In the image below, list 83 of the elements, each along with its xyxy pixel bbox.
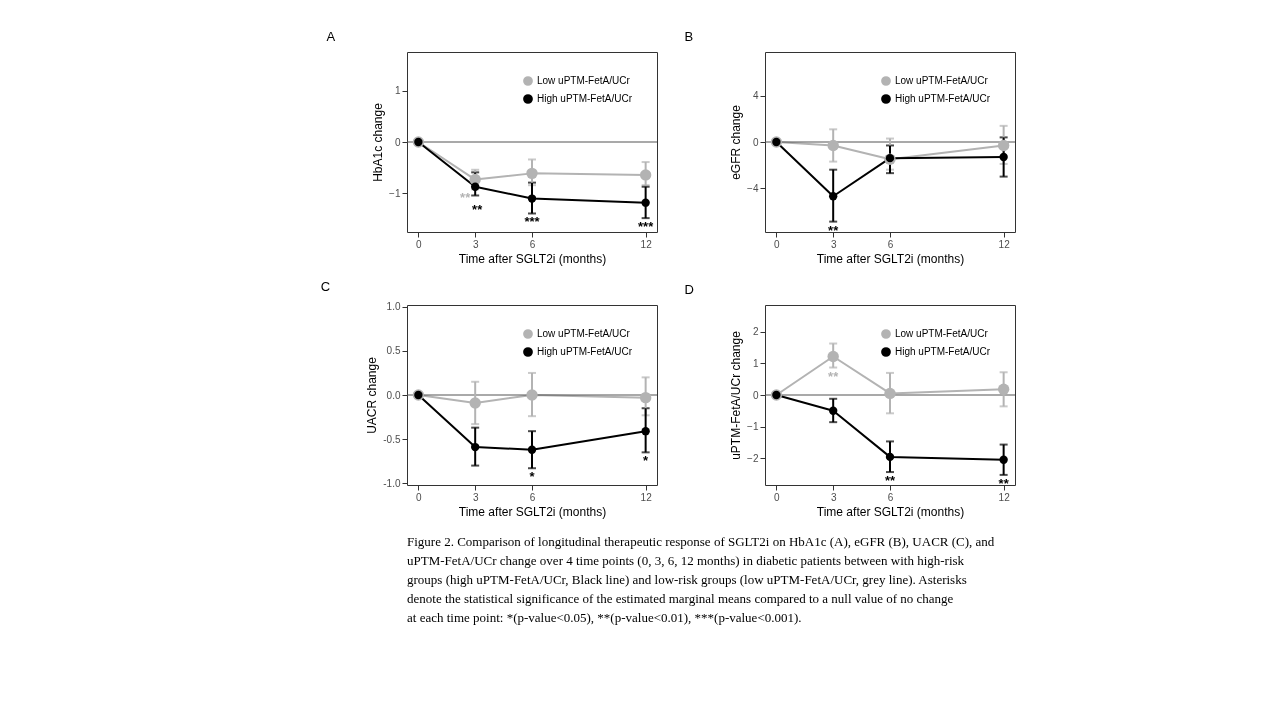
chart-title: A bbox=[326, 29, 336, 44]
legend-label: High uPTM-FetA/UCr bbox=[895, 346, 991, 357]
y-tick-label: 0 bbox=[394, 136, 401, 148]
annotation: ** bbox=[884, 473, 896, 489]
y-tick-label: 2 bbox=[752, 326, 759, 338]
point bbox=[526, 389, 538, 401]
point bbox=[526, 167, 538, 180]
legend-label: High uPTM-FetA/UCr bbox=[537, 93, 633, 104]
x-tick-label: 0 bbox=[774, 238, 781, 250]
x-tick-label: 12 bbox=[640, 238, 653, 250]
x-tick-label: 3 bbox=[472, 238, 479, 250]
point bbox=[829, 192, 838, 201]
point bbox=[827, 139, 839, 152]
point bbox=[884, 387, 896, 400]
caption: Figure 2. Comparison of longitudinal therapeutic response of SGLT2i on HbA1c (A), eGFR (B), UACR (C), and uPTM-FetA/UCr change over 4 time points (0, 3, 6, 12 months) in diabetic patients between with high-risk groups (high uPTM-FetA/UCr, Black line) and low-risk groups (low uPTM-FetA/UCr, grey line). Asterisks denote the statistical significance of the estimated marginal means compared to a null value of no change at each time point: *(p-value<0.05), **(p-value<0.01), ***(p-value<0.001). bbox=[407, 534, 995, 625]
x-tick-label: 0 bbox=[416, 491, 423, 503]
legend-label: Low uPTM-FetA/UCr bbox=[895, 75, 989, 86]
point bbox=[639, 391, 652, 404]
x-axis-title: Time after SGLT2i (months) bbox=[458, 504, 607, 519]
y-tick-label: −4 bbox=[747, 182, 759, 194]
annotation: *** bbox=[638, 219, 655, 235]
x-tick-label: 6 bbox=[887, 491, 894, 503]
point bbox=[469, 397, 481, 409]
y-tick-label: 1 bbox=[394, 85, 401, 97]
chart-title: D bbox=[684, 282, 694, 297]
x-tick-label: 0 bbox=[416, 238, 423, 250]
y-axis-title: uPTM-FetA/UCr change bbox=[729, 330, 744, 460]
annotation: ** bbox=[828, 368, 840, 384]
point bbox=[999, 152, 1008, 162]
x-tick-label: 6 bbox=[529, 491, 536, 503]
point bbox=[827, 350, 839, 363]
x-tick-label: 12 bbox=[998, 238, 1011, 250]
legend-label: High uPTM-FetA/UCr bbox=[537, 346, 633, 357]
annotation: ** bbox=[472, 202, 484, 218]
legend-label: Low uPTM-FetA/UCr bbox=[537, 328, 631, 339]
point bbox=[641, 198, 650, 207]
x-axis-title: Time after SGLT2i (months) bbox=[458, 251, 607, 266]
point bbox=[641, 427, 650, 436]
y-tick-label: 1 bbox=[752, 357, 759, 369]
x-tick-label: 12 bbox=[998, 491, 1011, 503]
chart-title: C bbox=[320, 278, 331, 294]
annotation: ** bbox=[828, 222, 840, 238]
x-tick-label: 3 bbox=[830, 491, 837, 503]
y-tick-label: −1 bbox=[389, 187, 401, 199]
y-tick-label: -1.0 bbox=[383, 477, 401, 489]
y-tick-label: −2 bbox=[747, 452, 759, 464]
y-tick-label: 0 bbox=[752, 389, 759, 401]
point bbox=[997, 139, 1010, 152]
y-tick-label: −1 bbox=[747, 421, 759, 433]
legend-label: High uPTM-FetA/UCr bbox=[895, 93, 991, 104]
y-tick-label: 1.0 bbox=[386, 301, 401, 313]
x-tick-label: 12 bbox=[640, 491, 653, 503]
point bbox=[829, 406, 838, 415]
point bbox=[639, 169, 652, 181]
x-tick-label: 3 bbox=[830, 238, 837, 250]
x-tick-label: 6 bbox=[887, 238, 894, 250]
annotation: * bbox=[529, 469, 536, 485]
x-tick-label: 6 bbox=[529, 238, 536, 250]
point bbox=[885, 452, 895, 462]
x-axis-title: Time after SGLT2i (months) bbox=[816, 504, 965, 519]
annotation: ** bbox=[998, 475, 1010, 491]
x-tick-label: 0 bbox=[774, 491, 781, 503]
annotation: *** bbox=[524, 214, 541, 230]
point bbox=[527, 194, 537, 203]
annotation: * bbox=[643, 453, 650, 469]
x-axis-title: Time after SGLT2i (months) bbox=[816, 251, 965, 266]
y-tick-label: -0.5 bbox=[383, 433, 401, 445]
point bbox=[527, 445, 537, 454]
chart-title: B bbox=[684, 29, 694, 44]
point bbox=[471, 442, 480, 452]
y-tick-label: 0.0 bbox=[386, 389, 401, 401]
y-tick-label: 0.5 bbox=[386, 345, 401, 357]
point bbox=[471, 182, 480, 191]
legend-label: Low uPTM-FetA/UCr bbox=[537, 75, 631, 86]
x-tick-label: 3 bbox=[472, 491, 479, 503]
annotation: ** bbox=[460, 190, 472, 206]
y-axis-title: eGFR change bbox=[729, 104, 744, 180]
y-tick-label: 4 bbox=[752, 90, 759, 102]
y-axis-title: UACR change bbox=[365, 356, 380, 434]
y-axis-title: HbA1c change bbox=[371, 102, 386, 182]
y-tick-label: 0 bbox=[752, 136, 759, 148]
point bbox=[999, 455, 1008, 464]
legend-label: Low uPTM-FetA/UCr bbox=[895, 328, 989, 339]
